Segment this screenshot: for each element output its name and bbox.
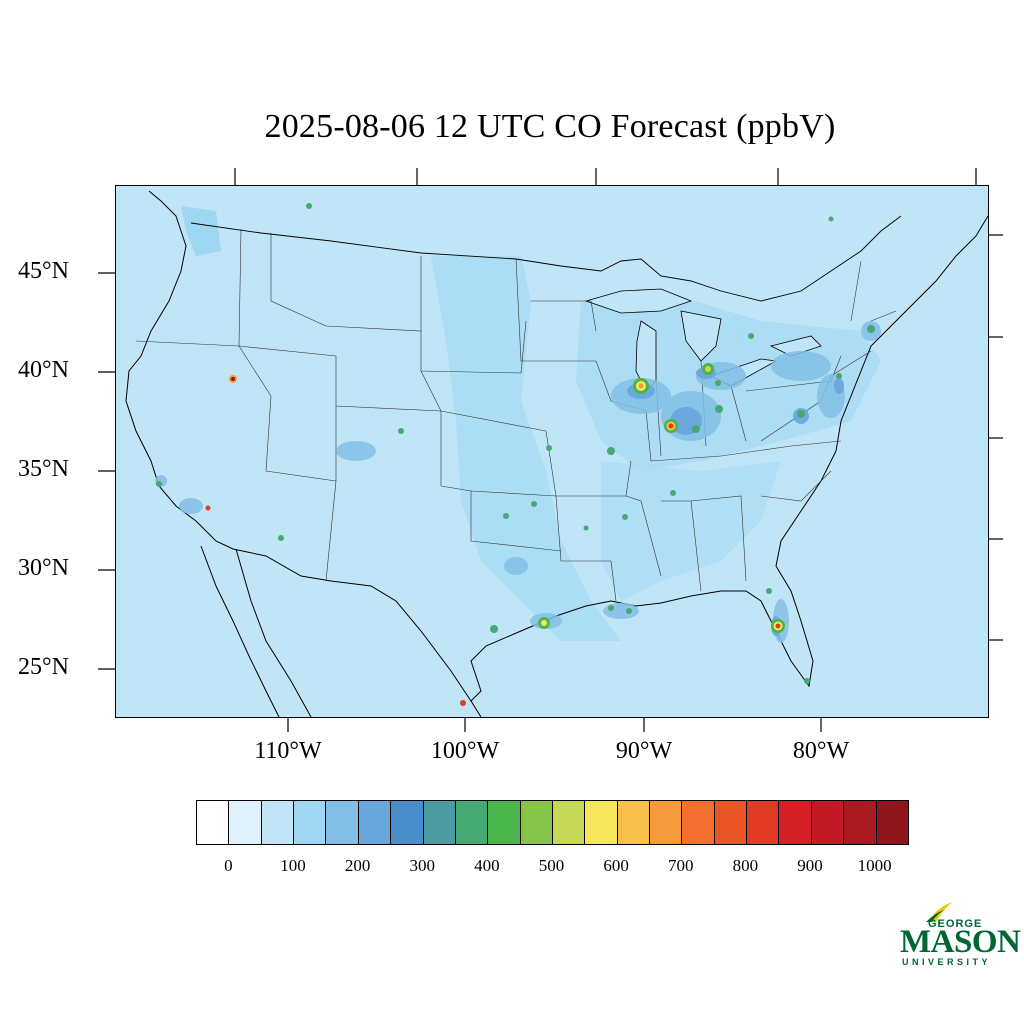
colorbar-swatch [779, 801, 812, 844]
colorbar-swatch [358, 801, 392, 844]
colorbar-tick-label: 100 [280, 856, 306, 875]
colorbar-swatch [197, 801, 230, 844]
colorbar-swatch [552, 801, 586, 844]
colorbar-swatch [714, 801, 748, 844]
colorbar-swatch [617, 801, 651, 844]
colorbar-swatch [747, 801, 780, 844]
colorbar-tick-label: 400 [474, 856, 500, 875]
colorbar-swatch [876, 801, 908, 844]
colorbar-swatch [391, 801, 424, 844]
colorbar-tick-label: 700 [668, 856, 694, 875]
colorbar-swatch [326, 801, 359, 844]
lat-label-40: 40°N [18, 357, 69, 383]
colorbar-swatch [423, 801, 456, 844]
lat-label-25: 25°N [18, 654, 69, 680]
map-title: 2025-08-06 12 UTC CO Forecast (ppbV) [264, 108, 836, 145]
colorbar-swatch [682, 801, 715, 844]
colorbar-tick-label: 900 [797, 856, 823, 875]
colorbar-swatch [844, 801, 877, 844]
flame-icon [926, 902, 952, 922]
lon-label-100: 100°W [430, 738, 500, 764]
lon-label-90: 90°W [615, 738, 673, 764]
colorbar-swatch [455, 801, 489, 844]
lat-label-35: 35°N [18, 456, 69, 482]
colorbar-tick-label: 0 [224, 856, 233, 875]
colorbar-tick-label: 600 [603, 856, 629, 875]
colorbar-swatch [585, 801, 618, 844]
logo-mason: MASON [900, 924, 1021, 960]
co-hotspots [156, 203, 875, 706]
colorbar [196, 800, 909, 845]
colorbar-tick-label: 200 [344, 856, 371, 875]
logo-university: UNIVERSITY [902, 957, 992, 967]
logo-george: GEORGE [928, 918, 983, 930]
colorbar-swatch [261, 801, 295, 844]
colorbar-swatch [520, 801, 553, 844]
lon-label-110: 110°W [254, 738, 322, 764]
lon-label-80: 80°W [792, 738, 850, 764]
colorbar-swatch [294, 801, 327, 844]
lat-label-30: 30°N [18, 555, 69, 581]
map-panel [115, 185, 989, 718]
colorbar-swatch [229, 801, 262, 844]
colorbar-swatch [650, 801, 683, 844]
colorbar-tick-label: 500 [538, 856, 565, 875]
gmu-logo: GEORGE MASON UNIVERSITY [896, 898, 1021, 968]
colorbar-tick-label: 1000 [857, 856, 892, 875]
lat-label-45: 45°N [18, 258, 69, 284]
colorbar-swatch [488, 801, 521, 844]
colorbar-tick-label: 300 [409, 856, 435, 875]
colorbar-tick-label: 800 [732, 856, 759, 875]
us-co-map [116, 186, 988, 717]
colorbar-swatch [811, 801, 845, 844]
